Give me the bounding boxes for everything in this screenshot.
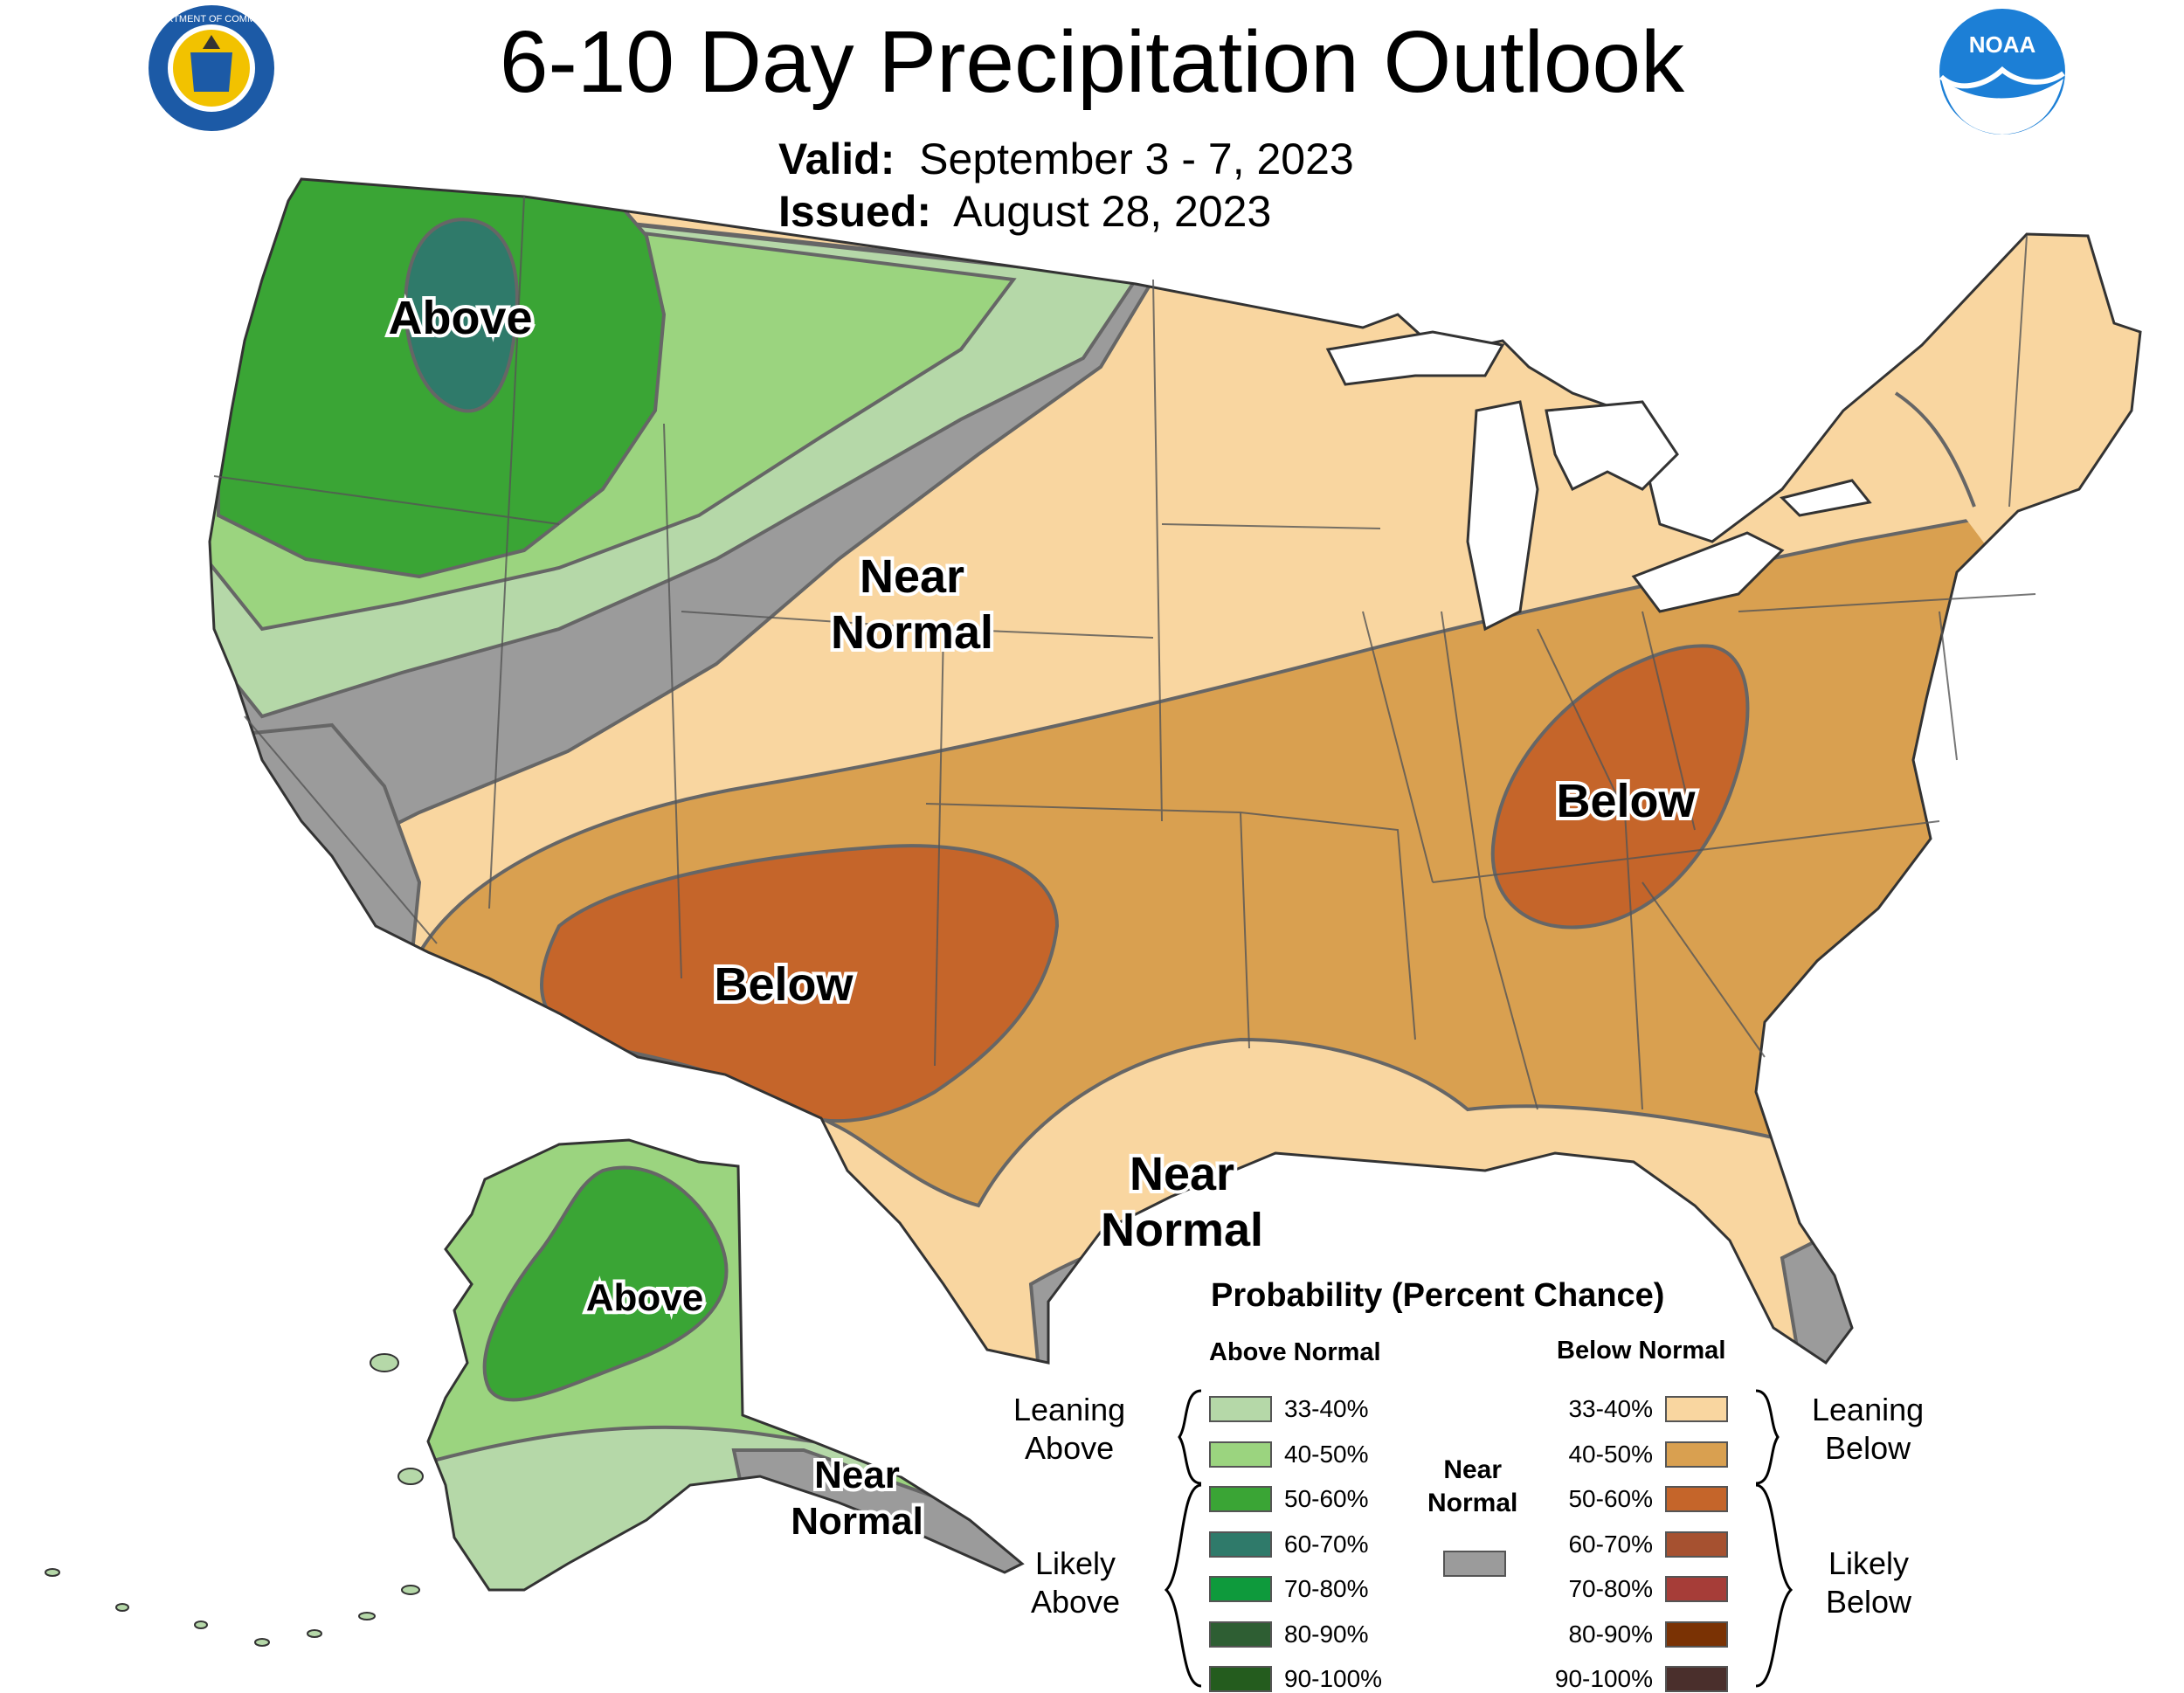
state-lines [213, 196, 2036, 1110]
below-legend-label: 33-40% [1568, 1395, 1653, 1422]
label-ak-near-1: Near [814, 1454, 900, 1496]
likely-above-1: Likely [1035, 1545, 1116, 1581]
below-legend-label: 60-70% [1568, 1530, 1653, 1558]
noaa-logo-text: NOAA [1969, 31, 2036, 58]
below-legend-row: 40-50% [1548, 1441, 1728, 1468]
above-legend-row: 50-60% [1209, 1485, 1389, 1513]
likely-above-2: Above [1031, 1584, 1121, 1620]
above-legend-swatch [1209, 1576, 1272, 1602]
below-legend-swatch [1665, 1576, 1728, 1602]
below-legend-label: 80-90% [1568, 1620, 1653, 1648]
below-legend-swatch [1665, 1486, 1728, 1512]
below-legend-row: 60-70% [1548, 1531, 1728, 1558]
label-gulf-near-2: Normal [1101, 1204, 1263, 1256]
above-legend-label: 40-50% [1284, 1440, 1369, 1468]
below-legend-swatch [1665, 1531, 1728, 1558]
leaning-above-2: Above [1025, 1430, 1115, 1466]
issued-label: Issued: [778, 187, 932, 236]
below-legend-swatch [1665, 1396, 1728, 1422]
likely-below-2: Below [1826, 1584, 1912, 1620]
above-legend-row: 80-90% [1209, 1620, 1389, 1648]
aleutian-islands [45, 1353, 424, 1647]
below-legend-row: 33-40% [1548, 1395, 1728, 1423]
legend-title: Probability (Percent Chance) [1211, 1277, 1665, 1314]
below-legend-row: 50-60% [1548, 1485, 1728, 1513]
above-legend-row: 60-70% [1209, 1531, 1389, 1558]
leaning-below-1: Leaning [1812, 1392, 1925, 1427]
conus-outline [208, 177, 2142, 1365]
brace-leaning-above [1178, 1389, 1202, 1485]
legend-near-swatch [1443, 1551, 1506, 1577]
issued-date: August 28, 2023 [953, 187, 1272, 236]
below-legend-label: 40-50% [1568, 1440, 1653, 1468]
above-legend-swatch [1209, 1396, 1272, 1422]
leaning-above-text: Leaning Above [1013, 1391, 1125, 1468]
below-legend-label: 70-80% [1568, 1575, 1653, 1602]
label-ak-above: Above [586, 1276, 703, 1319]
below-legend-swatch [1665, 1620, 1728, 1648]
above-legend-row: 33-40% [1209, 1395, 1389, 1423]
valid-label: Valid: [778, 135, 895, 183]
alaska-outline [426, 1138, 1025, 1592]
label-sw-below: Below [714, 958, 854, 1011]
legend-near-head-2: Normal [1427, 1489, 1518, 1517]
label-east-below: Below [1556, 775, 1696, 827]
label-nw-above: Above [388, 292, 532, 344]
below-legend-swatch [1665, 1441, 1728, 1468]
great-lakes [1325, 330, 1872, 632]
likely-below-1: Likely [1828, 1545, 1910, 1581]
below-legend-row: 80-90% [1548, 1620, 1728, 1648]
above-legend-swatch [1209, 1486, 1272, 1512]
leaning-below-2: Below [1825, 1430, 1911, 1466]
above-legend-label: 33-40% [1284, 1395, 1369, 1422]
brace-likely-above [1164, 1483, 1202, 1688]
likely-below-text: Likely Below [1826, 1544, 1911, 1621]
brace-likely-below [1755, 1483, 1794, 1688]
above-legend-label: 70-80% [1284, 1575, 1369, 1602]
above-legend-label: 50-60% [1284, 1485, 1369, 1512]
valid-issued-block: Valid: September 3 - 7, 2023 Issued: Aug… [778, 133, 1354, 238]
above-legend-swatch [1209, 1531, 1272, 1558]
above-legend-row: 70-80% [1209, 1575, 1389, 1603]
leaning-above-1: Leaning [1013, 1392, 1126, 1427]
valid-dates: September 3 - 7, 2023 [919, 135, 1354, 183]
above-legend-swatch [1209, 1620, 1272, 1648]
leaning-below-text: Leaning Below [1812, 1391, 1924, 1468]
above-legend-swatch [1209, 1441, 1272, 1468]
above-legend-row: 40-50% [1209, 1441, 1389, 1468]
noaa-logo: NOAA [1939, 9, 2065, 135]
likely-above-text: Likely Above [1031, 1544, 1120, 1621]
legend-near-head-1: Near [1443, 1455, 1503, 1484]
legend-below-head: Below Normal [1557, 1337, 1726, 1365]
legend-above-head: Above Normal [1209, 1338, 1381, 1366]
doc-seal-logo: DEPARTMENT OF COMMERCE [141, 5, 282, 131]
page-title: 6-10 Day Precipitation Outlook [499, 13, 1685, 111]
above-legend-label: 80-90% [1284, 1620, 1369, 1648]
below-legend-row: 70-80% [1548, 1575, 1728, 1603]
label-central-near-2: Normal [831, 606, 993, 659]
label-ak-near-2: Normal [791, 1500, 923, 1543]
brace-leaning-below [1755, 1389, 1780, 1485]
svg-text:DEPARTMENT OF COMMERCE: DEPARTMENT OF COMMERCE [141, 14, 281, 24]
below-legend-label: 50-60% [1568, 1485, 1653, 1512]
label-central-near-1: Near [860, 550, 964, 603]
label-gulf-near-1: Near [1130, 1148, 1234, 1200]
above-legend-label: 60-70% [1284, 1530, 1369, 1558]
legend-near-head: Near Normal [1427, 1454, 1517, 1520]
